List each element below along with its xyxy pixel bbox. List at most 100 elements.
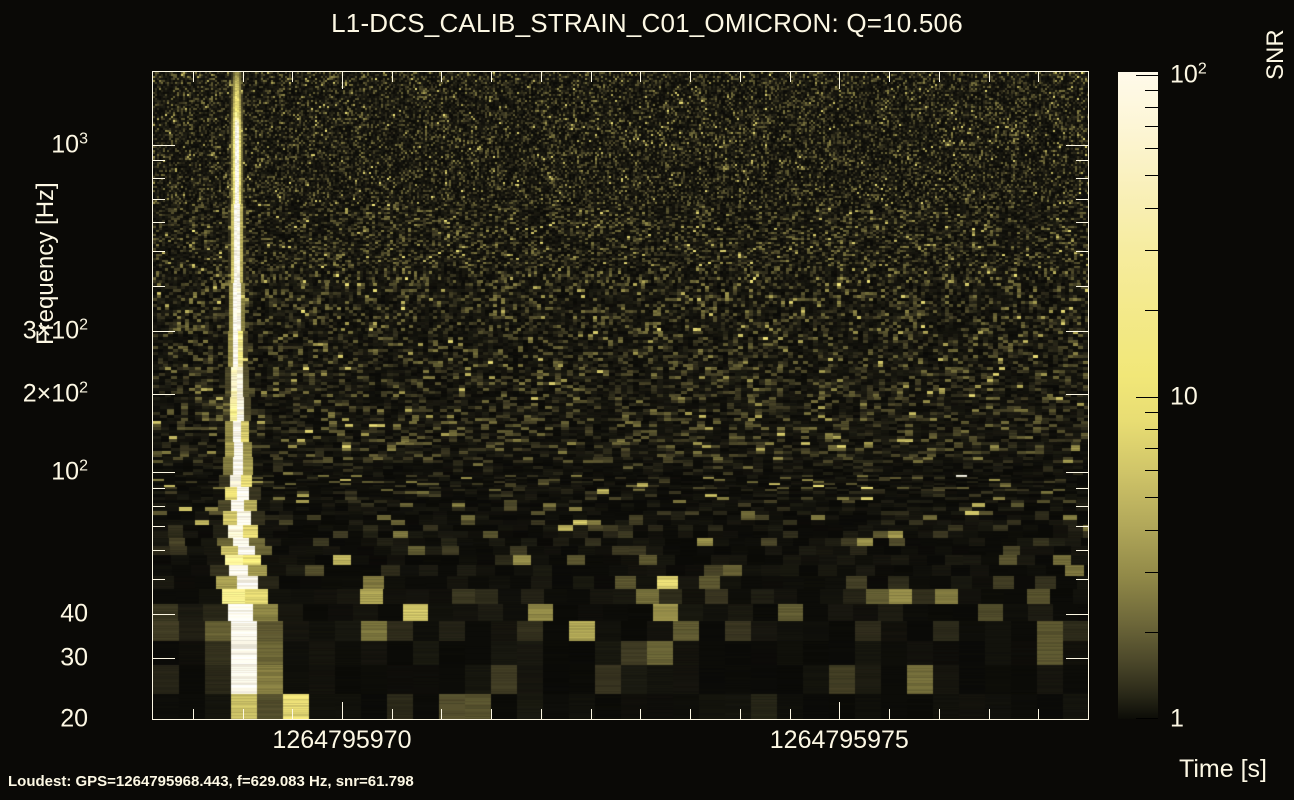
x-tick — [292, 709, 294, 719]
y-tick — [1076, 578, 1088, 580]
x-tick — [690, 709, 692, 719]
x-tick — [242, 709, 244, 719]
y-tick-label: 20 — [60, 704, 88, 733]
y-tick — [153, 250, 165, 252]
colorbar-tick — [1145, 496, 1158, 498]
x-tick — [988, 709, 990, 719]
x-tick — [540, 72, 542, 82]
y-tick — [1076, 198, 1088, 200]
x-tick — [640, 72, 642, 82]
y-tick — [1066, 613, 1088, 615]
y-tick — [1076, 285, 1088, 287]
y-tick — [1066, 658, 1088, 660]
x-tick — [341, 72, 343, 89]
colorbar-tick — [1145, 106, 1158, 108]
y-tick — [153, 578, 165, 580]
x-tick — [789, 709, 791, 719]
y-tick — [153, 526, 165, 528]
colorbar-tick — [1145, 125, 1158, 127]
colorbar-tick — [1145, 411, 1158, 413]
y-tick — [1076, 250, 1088, 252]
y-tick — [1066, 330, 1088, 332]
y-tick — [1066, 472, 1088, 474]
colorbar-tick — [1145, 428, 1158, 430]
y-tick — [1066, 394, 1088, 395]
y-tick — [1076, 222, 1088, 224]
x-tick — [341, 702, 343, 719]
x-tick — [988, 72, 990, 82]
x-tick — [391, 72, 393, 82]
colorbar-tick — [1145, 89, 1158, 91]
colorbar-tick — [1145, 631, 1158, 633]
y-tick — [1076, 550, 1088, 552]
x-tick — [192, 72, 194, 82]
colorbar — [1118, 72, 1158, 719]
x-tick — [938, 72, 940, 82]
x-tick — [789, 72, 791, 82]
y-tick — [1076, 488, 1088, 490]
x-tick — [690, 72, 692, 82]
y-tick — [153, 394, 175, 395]
x-tick-label: 1264795975 — [769, 726, 909, 754]
y-tick-label: 3×102 — [22, 316, 88, 345]
colorbar-tick — [1145, 470, 1158, 472]
y-tick-label: 2×102 — [22, 379, 88, 408]
y-tick — [153, 613, 175, 615]
colorbar-tick — [1145, 572, 1158, 573]
y-tick — [153, 488, 165, 490]
colorbar-tick-label: 102 — [1170, 60, 1207, 89]
y-tick — [1066, 144, 1088, 146]
x-tick — [839, 702, 841, 719]
y-tick — [153, 144, 175, 146]
colorbar-tick-label: 10 — [1170, 382, 1198, 411]
x-tick — [889, 709, 891, 719]
x-tick — [491, 72, 493, 82]
colorbar-tick — [1145, 174, 1158, 176]
y-tick — [153, 472, 175, 474]
y-tick — [153, 285, 165, 287]
y-tick — [1076, 526, 1088, 528]
y-tick — [153, 330, 175, 332]
x-tick — [1038, 709, 1040, 719]
y-tick — [153, 178, 165, 180]
y-tick-label: 40 — [60, 599, 88, 628]
colorbar-tick — [1145, 529, 1158, 531]
spectrogram-canvas — [153, 72, 1088, 719]
x-axis-title: Time [s] — [1179, 755, 1267, 783]
y-axis-title: Frequency [Hz] — [32, 182, 59, 345]
x-tick — [1088, 709, 1089, 719]
x-tick — [242, 72, 244, 82]
x-tick — [391, 709, 393, 719]
x-tick — [441, 72, 443, 82]
y-tick — [153, 505, 165, 507]
x-tick — [889, 72, 891, 82]
colorbar-tick — [1136, 74, 1158, 76]
x-tick — [491, 709, 493, 719]
y-tick — [153, 658, 175, 660]
loudest-event-annotation: Loudest: GPS=1264795968.443, f=629.083 H… — [8, 773, 414, 790]
x-tick — [938, 709, 940, 719]
y-tick — [1076, 178, 1088, 180]
x-tick — [739, 72, 741, 82]
colorbar-tick — [1136, 396, 1158, 398]
y-tick — [153, 198, 165, 200]
colorbar-tick — [1136, 718, 1158, 719]
x-tick — [441, 709, 443, 719]
x-tick — [1088, 72, 1089, 82]
x-tick — [839, 72, 841, 89]
x-tick — [640, 709, 642, 719]
colorbar-tick — [1145, 207, 1158, 209]
colorbar-tick — [1145, 447, 1158, 449]
colorbar-tick — [1145, 309, 1158, 311]
figure-title: L1-DCS_CALIB_STRAIN_C01_OMICRON: Q=10.50… — [331, 8, 963, 38]
y-tick-label: 102 — [51, 457, 88, 486]
x-tick — [590, 72, 592, 82]
y-tick — [153, 550, 165, 552]
colorbar-tick-label: 1 — [1170, 704, 1184, 733]
x-tick — [590, 709, 592, 719]
colorbar-title: SNR — [1262, 29, 1289, 80]
y-tick — [1076, 160, 1088, 162]
x-tick — [540, 709, 542, 719]
y-tick-label: 30 — [60, 643, 88, 672]
